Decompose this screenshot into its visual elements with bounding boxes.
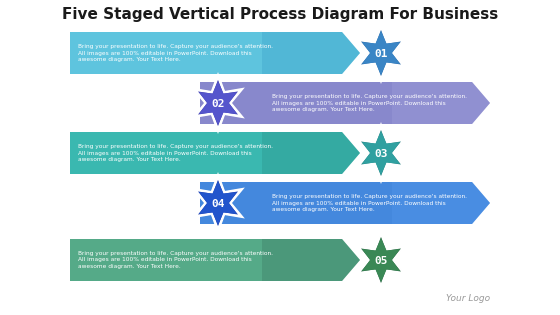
Text: 05: 05 [374,256,388,266]
Polygon shape [191,72,245,134]
Polygon shape [199,181,237,225]
Text: 01: 01 [374,49,388,59]
Polygon shape [358,27,404,79]
Text: Bring your presentation to life. Capture your audience's attention.
All images a: Bring your presentation to life. Capture… [78,44,273,62]
Polygon shape [262,239,360,281]
Polygon shape [200,182,490,224]
Polygon shape [362,31,400,75]
Polygon shape [262,132,360,174]
Polygon shape [70,239,360,281]
Text: Your Logo: Your Logo [446,294,490,303]
Text: Bring your presentation to life. Capture your audience's attention.
All images a: Bring your presentation to life. Capture… [78,251,273,269]
Polygon shape [362,131,400,175]
Polygon shape [392,82,490,124]
Polygon shape [392,182,490,224]
Polygon shape [70,132,360,174]
Text: 04: 04 [211,199,225,209]
Polygon shape [358,127,404,179]
Polygon shape [354,229,408,291]
Polygon shape [362,238,400,282]
Polygon shape [354,122,408,184]
Text: 03: 03 [374,149,388,159]
Text: 02: 02 [211,99,225,109]
Polygon shape [358,234,404,286]
Polygon shape [70,32,360,74]
Polygon shape [195,77,240,129]
Polygon shape [191,172,245,234]
Polygon shape [262,32,360,74]
Text: Bring your presentation to life. Capture your audience's attention.
All images a: Bring your presentation to life. Capture… [272,194,467,212]
Text: Bring your presentation to life. Capture your audience's attention.
All images a: Bring your presentation to life. Capture… [272,94,467,112]
Polygon shape [354,22,408,84]
Text: Bring your presentation to life. Capture your audience's attention.
All images a: Bring your presentation to life. Capture… [78,144,273,162]
Polygon shape [199,81,237,125]
Polygon shape [195,177,240,229]
Text: Five Staged Vertical Process Diagram For Business: Five Staged Vertical Process Diagram For… [62,8,498,22]
Polygon shape [200,82,490,124]
